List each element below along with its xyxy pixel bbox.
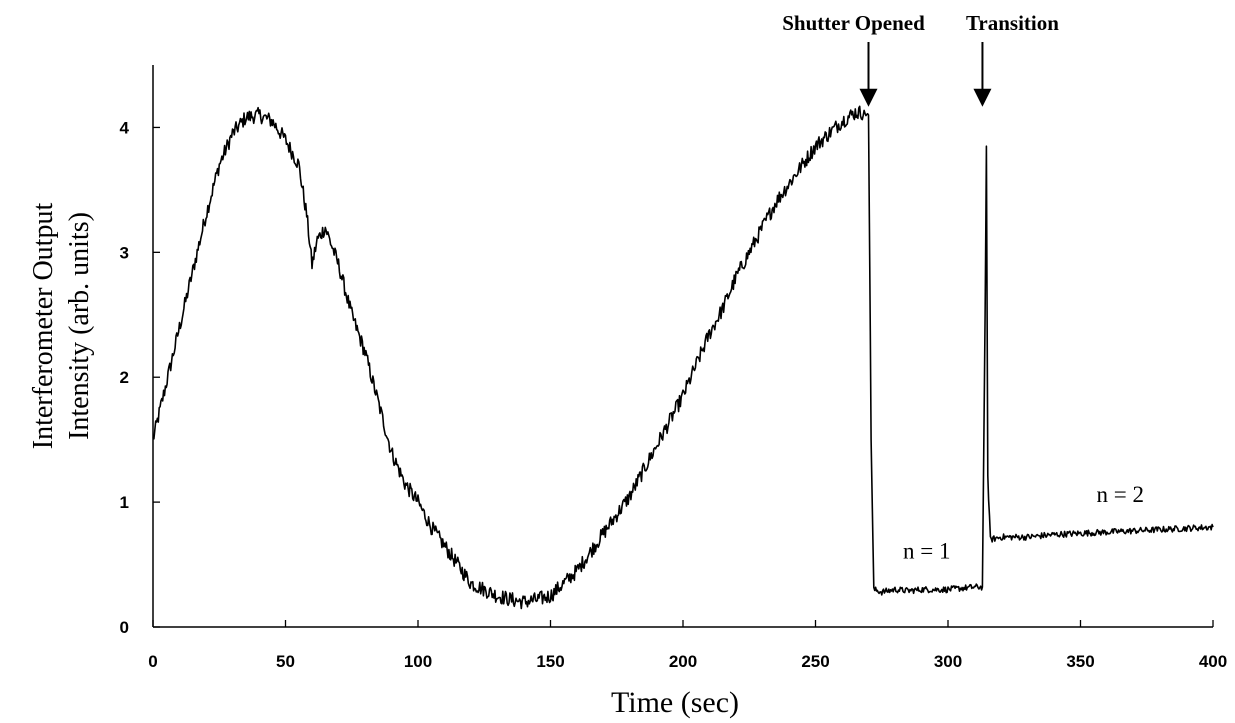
x-tick-label: 250 [801,652,829,671]
annotation-label: n = 1 [903,538,950,563]
y-tick-label: 3 [120,243,129,262]
y-axis-title-line1: Interferometer Output [28,203,59,450]
x-tick-label: 200 [669,652,697,671]
annotation-arrow-head [973,88,992,107]
y-tick-label: 0 [120,618,129,637]
x-ticks: 0 50 100 150 200 250 300 350 400 [148,620,1227,671]
annotation-label: Shutter Opened [782,11,925,35]
x-tick-label: 50 [276,652,295,671]
x-tick-label: 0 [148,652,157,671]
x-axis-title: Time (sec) [611,686,739,719]
x-tick-label: 100 [404,652,432,671]
annotation-label: Transition [966,11,1059,35]
x-tick-label: 350 [1066,652,1094,671]
x-tick-label: 150 [536,652,564,671]
y-tick-label: 1 [120,493,129,512]
series-line [152,105,1214,610]
x-tick-label: 400 [1199,652,1227,671]
annotation-label: n = 2 [1097,482,1144,507]
y-axis-title-line2: Intensity (arb. units) [64,212,95,440]
y-tick-label: 2 [120,368,129,387]
y-axis-title: Interferometer Output Intensity (arb. un… [28,203,95,450]
annotations: Shutter Opened Transition n = 1 n = 2 [782,11,1144,563]
annotation-arrow-head [859,88,878,107]
x-tick-label: 300 [934,652,962,671]
plot-area: 0 50 100 150 200 250 300 350 400 0 1 2 3 4 Shutter O… [120,11,1228,671]
y-tick-label: 4 [120,118,130,137]
y-ticks: 0 1 2 3 4 [120,118,160,637]
